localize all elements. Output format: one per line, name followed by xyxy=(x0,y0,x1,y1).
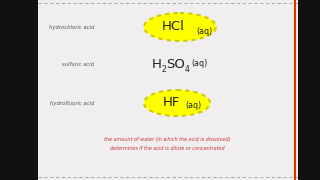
Text: 2: 2 xyxy=(161,64,166,73)
Text: the amount of water (in which the acid is dissolved): the amount of water (in which the acid i… xyxy=(104,138,230,143)
Text: HF: HF xyxy=(163,96,180,109)
Text: determines if the acid is dilute or concentrated: determines if the acid is dilute or conc… xyxy=(110,147,224,152)
Text: hydrofluoric acid: hydrofluoric acid xyxy=(50,100,94,105)
Text: H: H xyxy=(152,57,162,71)
Ellipse shape xyxy=(144,90,210,116)
Text: hydrochloric acid: hydrochloric acid xyxy=(49,24,94,30)
Text: SO: SO xyxy=(166,57,185,71)
Text: 4: 4 xyxy=(185,64,190,73)
Text: (aq): (aq) xyxy=(185,102,201,111)
Text: HCl: HCl xyxy=(162,19,185,33)
Text: (aq): (aq) xyxy=(191,58,207,68)
Bar xyxy=(298,0,320,180)
Text: sulfuric acid: sulfuric acid xyxy=(62,62,94,68)
Ellipse shape xyxy=(144,13,216,41)
Text: (aq): (aq) xyxy=(196,26,212,35)
Bar xyxy=(0,0,38,180)
